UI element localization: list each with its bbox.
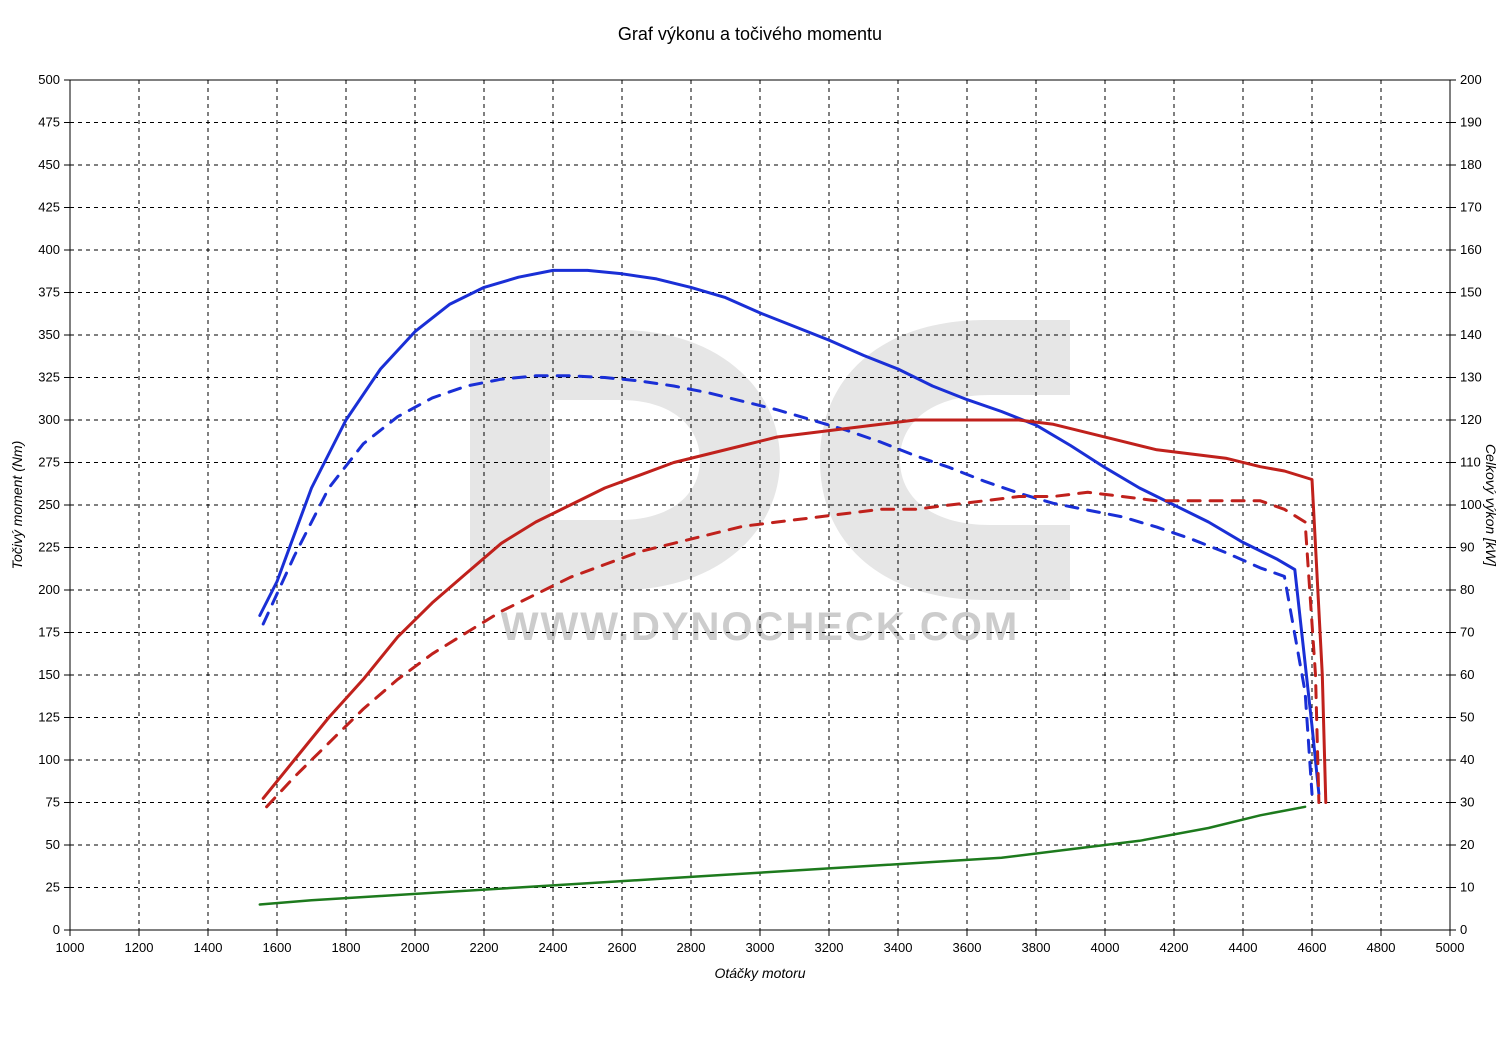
svg-text:4000: 4000 bbox=[1091, 940, 1120, 955]
svg-text:125: 125 bbox=[38, 710, 60, 725]
svg-text:500: 500 bbox=[38, 72, 60, 87]
watermark: WWW.DYNOCHECK.COM bbox=[470, 320, 1070, 649]
grid: 0255075100125150175200225250275300325350… bbox=[38, 72, 1481, 955]
svg-text:2200: 2200 bbox=[470, 940, 499, 955]
svg-text:150: 150 bbox=[1460, 285, 1482, 300]
svg-text:4800: 4800 bbox=[1367, 940, 1396, 955]
svg-text:175: 175 bbox=[38, 625, 60, 640]
svg-text:375: 375 bbox=[38, 285, 60, 300]
svg-text:1000: 1000 bbox=[56, 940, 85, 955]
svg-text:120: 120 bbox=[1460, 412, 1482, 427]
svg-text:1200: 1200 bbox=[125, 940, 154, 955]
svg-text:30: 30 bbox=[1460, 795, 1474, 810]
svg-text:100: 100 bbox=[1460, 497, 1482, 512]
svg-text:75: 75 bbox=[46, 795, 60, 810]
svg-text:325: 325 bbox=[38, 370, 60, 385]
svg-text:3600: 3600 bbox=[953, 940, 982, 955]
svg-text:150: 150 bbox=[38, 667, 60, 682]
svg-text:275: 275 bbox=[38, 455, 60, 470]
svg-text:90: 90 bbox=[1460, 540, 1474, 555]
svg-text:2000: 2000 bbox=[401, 940, 430, 955]
y-left-label: Točivý moment (Nm) bbox=[9, 441, 25, 570]
svg-text:190: 190 bbox=[1460, 115, 1482, 130]
svg-text:4200: 4200 bbox=[1160, 940, 1189, 955]
svg-text:425: 425 bbox=[38, 200, 60, 215]
svg-text:130: 130 bbox=[1460, 370, 1482, 385]
y-right-label: Celkový výkon [kW] bbox=[1483, 444, 1499, 567]
svg-text:4400: 4400 bbox=[1229, 940, 1258, 955]
svg-text:1400: 1400 bbox=[194, 940, 223, 955]
series-losses bbox=[260, 807, 1305, 905]
svg-text:20: 20 bbox=[1460, 837, 1474, 852]
svg-text:180: 180 bbox=[1460, 157, 1482, 172]
svg-text:50: 50 bbox=[46, 837, 60, 852]
chart-svg: Graf výkonu a točivého momentu WWW.DYNOCH… bbox=[0, 0, 1500, 1040]
series-group bbox=[260, 270, 1326, 904]
svg-text:0: 0 bbox=[53, 922, 60, 937]
series-torque-stock bbox=[263, 376, 1312, 794]
svg-text:3800: 3800 bbox=[1022, 940, 1051, 955]
svg-text:50: 50 bbox=[1460, 710, 1474, 725]
svg-text:5000: 5000 bbox=[1436, 940, 1465, 955]
x-axis-label: Otáčky motoru bbox=[714, 965, 805, 981]
svg-text:160: 160 bbox=[1460, 242, 1482, 257]
svg-text:3200: 3200 bbox=[815, 940, 844, 955]
chart-title: Graf výkonu a točivého momentu bbox=[618, 24, 882, 44]
svg-text:10: 10 bbox=[1460, 880, 1474, 895]
svg-text:1800: 1800 bbox=[332, 940, 361, 955]
svg-text:2800: 2800 bbox=[677, 940, 706, 955]
svg-text:3400: 3400 bbox=[884, 940, 913, 955]
svg-text:170: 170 bbox=[1460, 200, 1482, 215]
svg-text:140: 140 bbox=[1460, 327, 1482, 342]
svg-text:400: 400 bbox=[38, 242, 60, 257]
svg-text:110: 110 bbox=[1460, 455, 1481, 470]
svg-text:60: 60 bbox=[1460, 667, 1474, 682]
svg-text:200: 200 bbox=[1460, 72, 1482, 87]
svg-text:3000: 3000 bbox=[746, 940, 775, 955]
svg-text:40: 40 bbox=[1460, 752, 1474, 767]
svg-text:1600: 1600 bbox=[263, 940, 292, 955]
dyno-chart: Graf výkonu a točivého momentu WWW.DYNOCH… bbox=[0, 0, 1500, 1040]
svg-text:2600: 2600 bbox=[608, 940, 637, 955]
svg-text:200: 200 bbox=[38, 582, 60, 597]
svg-text:100: 100 bbox=[38, 752, 60, 767]
svg-text:475: 475 bbox=[38, 115, 60, 130]
svg-text:70: 70 bbox=[1460, 625, 1474, 640]
svg-text:450: 450 bbox=[38, 157, 60, 172]
svg-text:0: 0 bbox=[1460, 922, 1467, 937]
series-torque-tuned bbox=[260, 270, 1319, 794]
svg-text:250: 250 bbox=[38, 497, 60, 512]
svg-text:25: 25 bbox=[46, 880, 60, 895]
svg-text:2400: 2400 bbox=[539, 940, 568, 955]
svg-text:80: 80 bbox=[1460, 582, 1474, 597]
svg-text:225: 225 bbox=[38, 540, 60, 555]
svg-text:4600: 4600 bbox=[1298, 940, 1327, 955]
svg-text:350: 350 bbox=[38, 327, 60, 342]
svg-text:300: 300 bbox=[38, 412, 60, 427]
